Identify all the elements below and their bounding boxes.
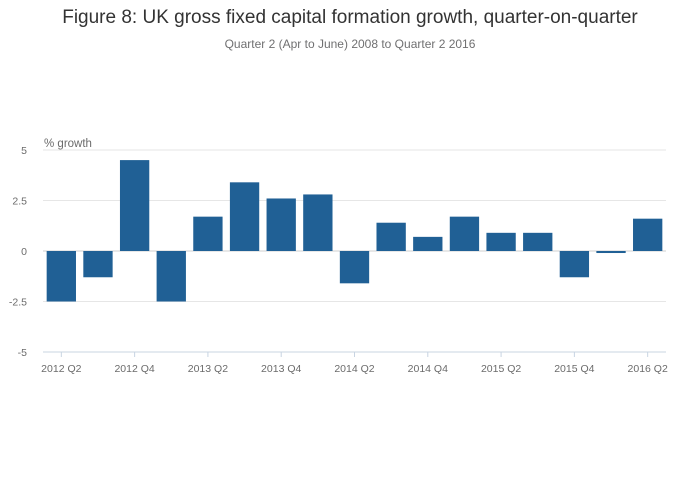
bar-2012-q3 — [83, 251, 113, 278]
y-tick-label: 5 — [21, 145, 27, 157]
bar-2014-q4 — [413, 236, 443, 251]
y-tick-label: -2.5 — [9, 297, 27, 309]
x-tick-label: 2013 Q2 — [188, 363, 228, 375]
bars — [46, 160, 663, 302]
y-tick-label: -5 — [18, 347, 27, 359]
bar-2015-q4 — [559, 251, 590, 278]
bar-2015-q2 — [486, 232, 516, 251]
x-tick-label: 2014 Q2 — [334, 363, 374, 375]
chart-title: Figure 8: UK gross fixed capital formati… — [62, 7, 638, 28]
y-tick-label: 2.5 — [12, 196, 27, 208]
bar-2013-q3 — [229, 182, 260, 251]
x-tick-label: 2012 Q4 — [114, 363, 154, 375]
bar-2016-q1 — [596, 251, 626, 254]
y-tick-label: 0 — [21, 246, 27, 258]
bar-2013-q2 — [193, 216, 223, 251]
bar-2014-q1 — [303, 194, 333, 251]
bar-2015-q3 — [523, 232, 553, 251]
bar-2015-q1 — [449, 216, 480, 251]
bar-2012-q2 — [46, 251, 76, 302]
bar-2016-q2 — [633, 218, 663, 251]
x-tick-label: 2015 Q2 — [481, 363, 521, 375]
x-tick-label: 2013 Q4 — [261, 363, 301, 375]
bar-2014-q2 — [339, 251, 370, 284]
x-tick-label: 2014 Q4 — [408, 363, 448, 375]
bar-2013-q1 — [156, 251, 186, 302]
bar-2013-q4 — [266, 198, 296, 251]
x-tick-label: 2012 Q2 — [41, 363, 81, 375]
y-axis-ticks: 5 2.5 0 -2.5 -5 — [9, 145, 27, 359]
y-axis-label: % growth — [44, 138, 92, 150]
x-tick-label: 2016 Q2 — [628, 363, 668, 375]
x-axis-ticks: 2012 Q2 2012 Q4 2013 Q2 2013 Q4 2014 Q2 2014 … — [41, 352, 668, 375]
bar-2014-q3 — [376, 222, 406, 251]
chart-subtitle: Quarter 2 (Apr to June) 2008 to Quarter … — [224, 37, 476, 51]
x-tick-label: 2015 Q4 — [554, 363, 594, 375]
bar-2012-q4 — [119, 160, 150, 251]
